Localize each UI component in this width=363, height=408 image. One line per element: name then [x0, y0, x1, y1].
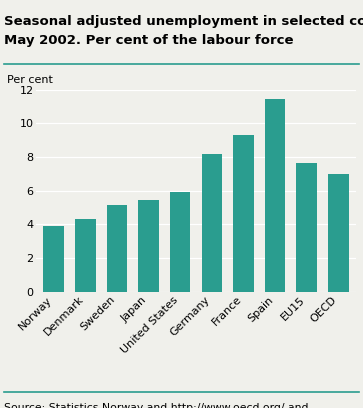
- Bar: [233, 135, 254, 292]
- Bar: [170, 193, 191, 292]
- Bar: [328, 174, 348, 292]
- Bar: [138, 200, 159, 292]
- Bar: [75, 220, 95, 292]
- Bar: [297, 163, 317, 292]
- Text: May 2002. Per cent of the labour force: May 2002. Per cent of the labour force: [4, 34, 293, 47]
- Bar: [107, 205, 127, 292]
- Bar: [201, 154, 222, 292]
- Text: Source: Statistics Norway and http://www.oecd.org/ and: Source: Statistics Norway and http://www…: [4, 403, 308, 408]
- Text: Per cent: Per cent: [7, 75, 53, 85]
- Bar: [265, 99, 285, 292]
- Bar: [44, 226, 64, 292]
- Text: Seasonal adjusted unemployment in selected countries.: Seasonal adjusted unemployment in select…: [4, 15, 363, 28]
